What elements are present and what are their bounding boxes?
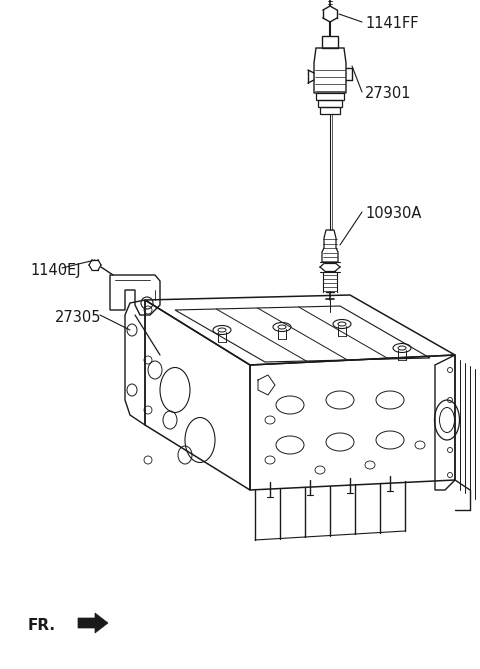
Polygon shape — [78, 613, 108, 633]
Text: 27305: 27305 — [55, 310, 101, 324]
Text: 27301: 27301 — [365, 86, 411, 100]
Bar — [320, 107, 340, 114]
Bar — [318, 100, 342, 107]
Text: FR.: FR. — [28, 617, 56, 632]
Bar — [316, 93, 344, 100]
Text: 1140EJ: 1140EJ — [30, 262, 81, 278]
Text: 1141FF: 1141FF — [365, 15, 419, 31]
Text: 10930A: 10930A — [365, 205, 421, 221]
